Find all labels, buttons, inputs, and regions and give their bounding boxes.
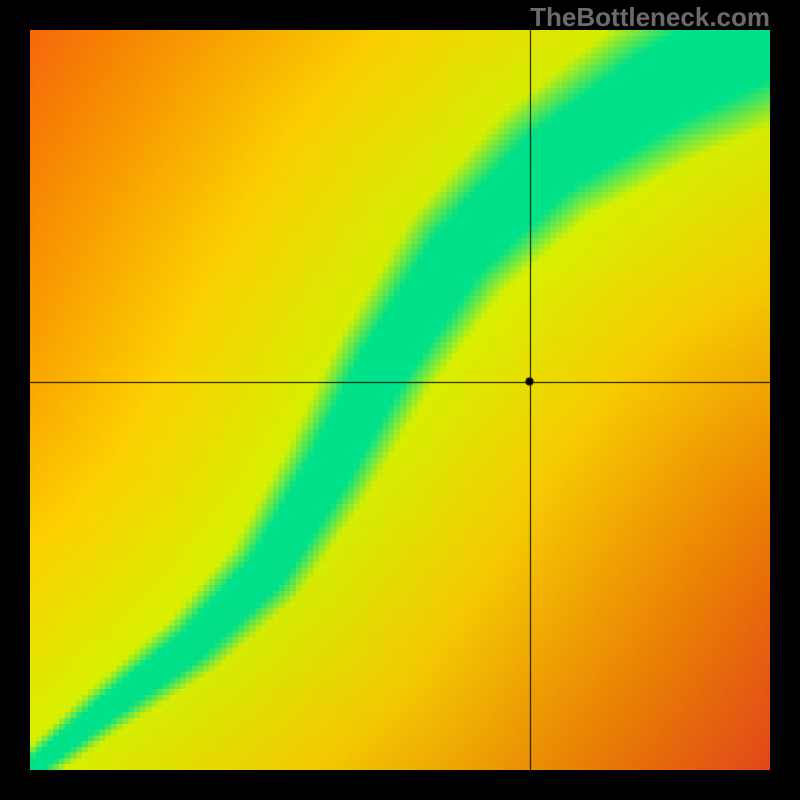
watermark-text: TheBottleneck.com: [530, 2, 770, 33]
chart-container: TheBottleneck.com: [0, 0, 800, 800]
bottleneck-heatmap: [30, 30, 770, 770]
